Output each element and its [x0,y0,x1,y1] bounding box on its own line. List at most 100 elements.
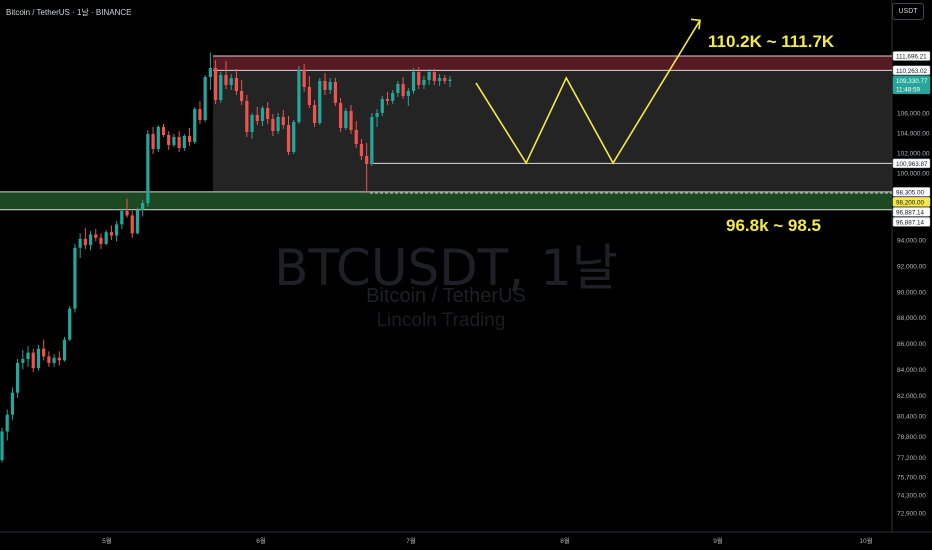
price-badge-label: 98,305.00 [896,189,925,196]
candle-body [385,98,390,101]
candle-body [219,74,223,100]
time-axis[interactable]: 5월 6월 7월 8월 9월 10월 [102,536,872,545]
candle-body [229,77,233,85]
candle [224,60,228,89]
candle-body [349,110,353,130]
symbol-title[interactable]: Bitcoin / TetherUS · 1날 · BINANCE [6,8,132,17]
candle-body [266,107,270,119]
candle-body [88,234,93,246]
candle [385,91,390,105]
candle-body [83,238,87,246]
candle-body [406,90,410,96]
candle [312,99,317,127]
price-zones [0,55,892,211]
candle-body [396,83,400,93]
candle-body [213,67,218,100]
candle-body [161,126,166,135]
price-tick-label: 100,000.00 [897,171,930,178]
candle-body [21,359,25,363]
candle-body [182,135,186,148]
price-badge [892,51,931,61]
price-badge-label: 111,696.21 [896,54,927,61]
candle [286,115,291,155]
candle-body [36,348,41,369]
price-badge [892,217,931,227]
candle-body [307,86,311,105]
candle [16,359,20,398]
candle-body [78,238,82,248]
candle-body [167,134,171,145]
candle [31,348,35,372]
price-tick-label: 82,000.00 [897,393,926,400]
candle [208,52,212,90]
candle [437,73,442,86]
price-badge-label: 98,200.00 [896,199,925,206]
candle-body [271,118,275,131]
candle-body [344,110,348,128]
candle-body [224,74,228,85]
candle [260,105,265,126]
price-axis[interactable]: 106,000.00 104,000.00 102,000.00 100,000.00… [897,110,930,517]
price-tick-label: 72,900.00 [897,511,926,518]
candle-body [125,210,129,216]
price-tick-label: 94,000.00 [897,238,926,245]
candle-body [47,356,51,363]
candle-body [203,76,207,120]
price-tick-label: 78,800.00 [897,434,926,441]
price-tick-label: 80,400.00 [897,413,926,420]
candle [99,233,103,250]
candle [240,79,244,105]
price-badge [892,75,931,95]
watermark-name: Bitcoin / TetherUS [366,285,526,307]
candle [203,74,207,122]
candle-body [57,357,61,361]
candle [323,72,327,95]
candle-body [73,247,77,309]
candle-body [146,133,150,204]
candle [198,100,202,124]
candle-body [177,136,181,148]
candle [62,337,67,362]
candle [36,344,41,371]
candle-body [141,203,145,210]
candle [349,104,353,134]
candle [73,243,77,313]
currency-selector[interactable]: USDT [892,3,924,20]
candle [52,353,56,367]
candle [250,112,254,139]
projection-path [475,18,701,165]
candle [177,130,181,152]
candle-body [240,90,244,101]
candle-body [99,237,103,244]
candle [359,138,364,160]
candle [146,129,150,207]
candle-body [302,69,306,87]
candle [266,101,270,124]
candle [427,68,431,85]
upper-target-annotation: 110.2K ~ 111.7K [708,32,835,51]
candle-body [338,102,343,128]
candle [297,65,301,124]
price-badge [892,187,931,197]
candlestick-series [0,52,452,463]
candle [161,123,166,137]
candle [229,73,233,90]
candle-body [427,71,431,80]
candle-body [130,215,134,234]
price-badge-label: 96,887.14 [896,209,925,216]
candle [151,126,155,154]
candle [125,198,129,218]
lower-support-annotation: 96.8k ~ 98.5 [726,216,822,235]
candle [141,199,145,217]
candle [354,120,358,148]
candle-body [193,108,197,142]
candle-body [437,77,442,81]
candle [0,427,4,463]
candle-body [10,392,15,415]
time-tick-label: 9월 [713,536,723,545]
candle [68,305,72,341]
resistance-zone [213,56,892,71]
price-badge [892,207,931,217]
candle-body [443,77,447,81]
